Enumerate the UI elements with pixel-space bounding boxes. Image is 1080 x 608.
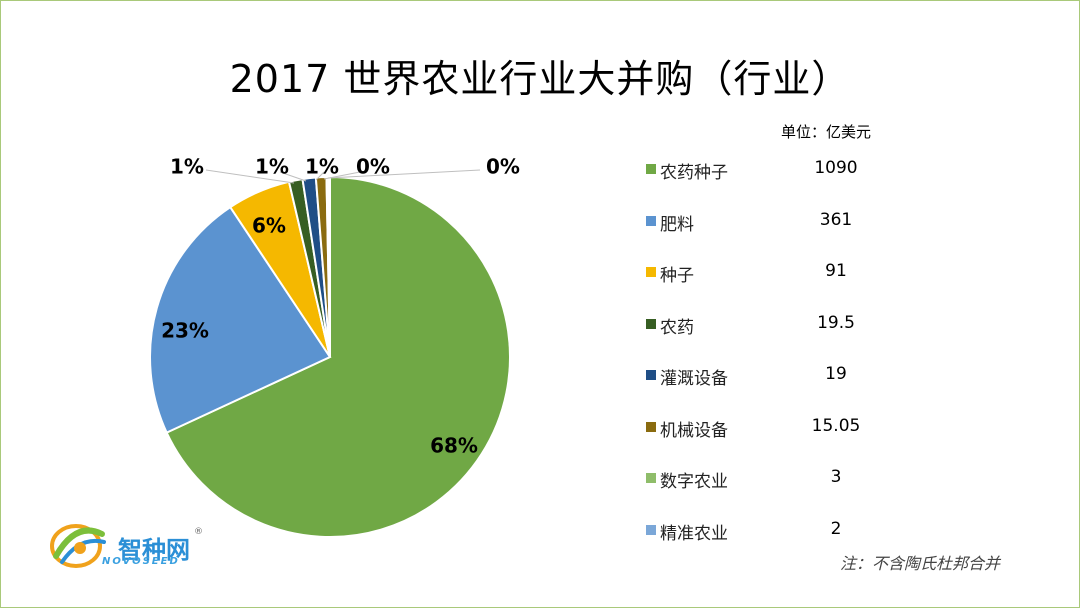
legend-value: 2 <box>830 518 842 539</box>
logo-name: 智种网 <box>118 536 190 564</box>
pie-slice-2 <box>149 205 332 434</box>
logo-subtitle: NOVOSEED <box>102 556 180 567</box>
legend-item: 精准农业 2 <box>646 519 886 544</box>
legend-swatch <box>646 267 656 277</box>
legend-value: 91 <box>825 261 847 281</box>
legend-value: 15.05 <box>811 415 861 436</box>
legend-value: 1090 <box>814 158 858 178</box>
legend-swatch <box>646 524 656 535</box>
unit-label: 单位：亿美元 <box>781 123 872 141</box>
legend-item: 农药 19.5 <box>646 313 886 338</box>
legend-swatch <box>646 370 656 380</box>
legend-label: 农药种子 <box>660 163 728 183</box>
percent-label-1: 68% <box>430 434 478 458</box>
percent-label-7: 0% <box>356 155 390 179</box>
leader-line-4 <box>205 169 295 184</box>
footnote: 注：不含陶氏杜邦合并 <box>840 554 1001 573</box>
leader-line-8 <box>327 169 481 179</box>
novoseed-logo-icon <box>50 524 106 568</box>
legend-swatch <box>646 215 656 226</box>
legend-label: 精准农业 <box>660 523 728 544</box>
percent-label-5: 1% <box>255 155 289 179</box>
legend-label: 机械设备 <box>660 420 728 441</box>
percent-label-8: 0% <box>486 155 520 179</box>
legend-item: 农药种子 1090 <box>646 158 886 183</box>
percent-label-2: 23% <box>161 319 209 343</box>
legend-item: 种子 91 <box>646 261 886 286</box>
chart-title: 2017 世界农业行业大并购（行业） <box>229 57 851 101</box>
legend-value: 19.5 <box>817 312 855 333</box>
pie-slice-1 <box>165 175 511 538</box>
legend-swatch <box>646 318 656 329</box>
legend-swatch <box>646 421 656 432</box>
legend-value: 3 <box>830 467 842 487</box>
leader-line-5 <box>279 171 307 182</box>
percent-label-3: 6% <box>252 214 286 238</box>
legend-item: 灌溉设备 19 <box>646 364 886 389</box>
legend-value: 19 <box>825 364 847 384</box>
legend-swatch <box>646 164 656 174</box>
legend-label: 肥料 <box>660 214 694 235</box>
percent-label-6: 1% <box>305 155 339 179</box>
leader-line-6 <box>315 171 325 181</box>
pie-slice-8 <box>327 175 331 358</box>
legend-item: 肥料 361 <box>646 210 886 235</box>
percent-label-4: 1% <box>170 155 204 179</box>
legend-label: 农药 <box>660 317 694 338</box>
legend-swatch <box>646 473 656 483</box>
logo-registered-mark: ® <box>194 527 203 537</box>
legend-label: 数字农业 <box>660 472 728 492</box>
legend-item: 机械设备 15.05 <box>646 416 886 441</box>
legend-label: 灌溉设备 <box>660 369 728 389</box>
legend-item: 数字农业 3 <box>646 467 886 492</box>
legend-value: 361 <box>819 209 853 230</box>
legend-label: 种子 <box>660 266 694 286</box>
